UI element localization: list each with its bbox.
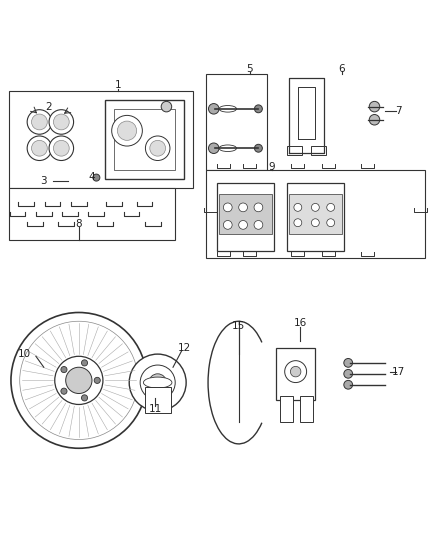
Circle shape [145,136,170,160]
Circle shape [55,356,103,405]
Circle shape [150,140,166,156]
Text: 16: 16 [293,318,307,328]
Bar [217,183,274,251]
Bar [206,170,425,258]
Text: 9: 9 [268,161,275,172]
Circle shape [11,312,147,448]
Circle shape [285,361,307,383]
Circle shape [327,204,335,211]
Bar [300,395,313,422]
Circle shape [66,367,92,393]
Circle shape [49,136,74,160]
Circle shape [149,374,166,391]
Text: 5: 5 [246,63,253,74]
Circle shape [254,105,262,113]
Text: 2: 2 [45,102,52,111]
Circle shape [254,221,263,229]
Circle shape [369,115,380,125]
Bar [287,146,302,155]
Text: 17: 17 [392,367,405,377]
Text: 1: 1 [115,80,122,90]
Circle shape [27,136,52,160]
Circle shape [53,140,69,156]
Circle shape [208,103,219,114]
Bar [311,146,326,155]
Circle shape [112,115,142,146]
Circle shape [254,203,263,212]
Circle shape [32,140,47,156]
Circle shape [20,321,138,440]
Circle shape [311,204,319,211]
Circle shape [223,203,232,212]
Circle shape [61,388,67,394]
Bar [280,395,293,422]
Bar [9,188,175,240]
Text: 12: 12 [177,343,191,352]
Circle shape [94,377,100,383]
Bar [145,387,171,413]
Bar [219,194,272,233]
Ellipse shape [143,377,172,388]
Circle shape [61,367,67,373]
Circle shape [208,143,219,154]
Circle shape [327,219,335,227]
Circle shape [81,395,88,401]
Bar [276,348,315,400]
Circle shape [161,101,172,112]
Circle shape [294,204,302,211]
Circle shape [344,359,353,367]
Ellipse shape [219,106,237,112]
Circle shape [344,381,353,389]
Circle shape [49,110,74,134]
Circle shape [239,203,247,212]
Text: 11: 11 [149,404,162,414]
Circle shape [117,121,137,140]
Text: 6: 6 [338,63,345,74]
Text: 10: 10 [18,349,31,359]
Circle shape [53,114,69,130]
Bar [206,74,267,170]
Circle shape [140,365,175,400]
Bar [289,194,342,233]
Text: 8: 8 [75,219,82,229]
Text: 15: 15 [232,321,245,330]
Circle shape [129,354,186,411]
Circle shape [223,221,232,229]
Circle shape [254,144,262,152]
Bar [287,183,344,251]
Circle shape [290,366,301,377]
Circle shape [369,101,380,112]
Bar [9,91,193,188]
Text: 4: 4 [88,172,95,182]
Circle shape [32,114,47,130]
Circle shape [93,174,100,181]
Ellipse shape [219,145,237,151]
Text: 3: 3 [40,176,47,186]
Text: 7: 7 [395,106,402,116]
Bar [114,109,175,170]
Circle shape [311,219,319,227]
Bar [105,100,184,179]
Circle shape [294,219,302,227]
Circle shape [239,221,247,229]
Circle shape [81,360,88,366]
Circle shape [344,369,353,378]
Circle shape [27,110,52,134]
